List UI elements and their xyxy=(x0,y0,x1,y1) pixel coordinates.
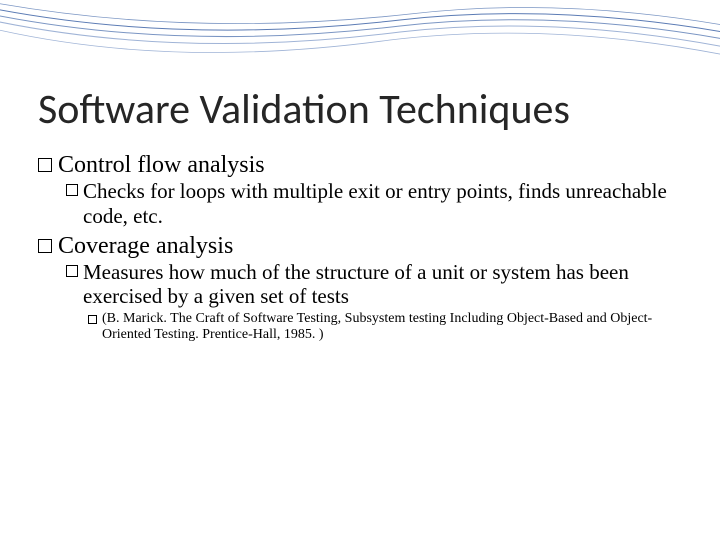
bullet-item: Coverage analysis xyxy=(38,233,690,260)
square-bullet-icon xyxy=(88,315,97,324)
square-bullet-icon xyxy=(38,239,52,253)
bullet-text: Checks for loops with multiple exit or e… xyxy=(83,179,690,229)
bullet-item: (B. Marick. The Craft of Software Testin… xyxy=(88,311,690,343)
bullet-item: Control flow analysis xyxy=(38,152,690,179)
square-bullet-icon xyxy=(38,158,52,172)
decorative-curves xyxy=(0,0,720,90)
square-bullet-icon xyxy=(66,265,78,277)
bullet-text: Control flow analysis xyxy=(58,152,265,179)
slide-title: Software Validation Techniques xyxy=(38,88,690,132)
bullet-item: Measures how much of the structure of a … xyxy=(66,260,690,310)
bullet-text: (B. Marick. The Craft of Software Testin… xyxy=(102,311,690,343)
bullet-text: Coverage analysis xyxy=(58,233,233,260)
square-bullet-icon xyxy=(66,184,78,196)
slide-content: Software Validation Techniques Control f… xyxy=(38,88,690,343)
bullet-text: Measures how much of the structure of a … xyxy=(83,260,690,310)
bullet-item: Checks for loops with multiple exit or e… xyxy=(66,179,690,229)
